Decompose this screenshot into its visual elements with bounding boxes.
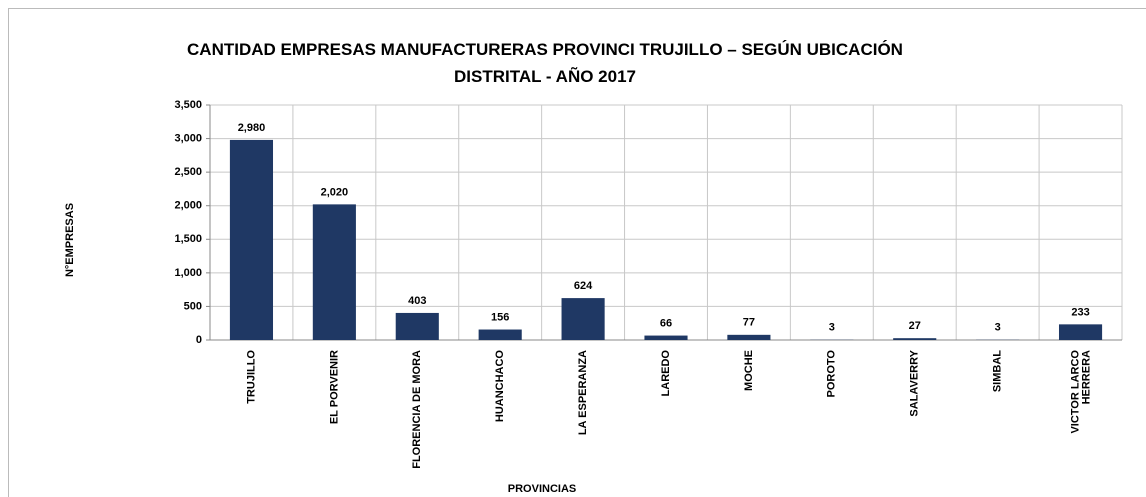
data-label: 403 [408, 295, 426, 307]
x-tick-label: TRUJILLO [245, 350, 257, 404]
x-tick-label: EL PORVENIR [328, 350, 340, 424]
x-tick-label: LAREDO [660, 350, 672, 397]
data-label: 3 [829, 322, 835, 334]
y-tick-label: 0 [196, 334, 202, 346]
x-tick-label: HUANCHACO [494, 350, 506, 423]
bar [893, 338, 937, 340]
bar [1058, 324, 1103, 340]
data-label: 27 [909, 320, 921, 332]
bar [312, 204, 356, 340]
x-tick-label: VICTOR LARCOHERRERA [1069, 350, 1092, 434]
x-tick-label: MOCHE [743, 350, 755, 391]
x-axis-label: PROVINCIAS [508, 483, 576, 495]
data-label: 624 [574, 280, 593, 292]
x-tick-label: LA ESPERANZA [577, 350, 589, 435]
bar [395, 312, 439, 340]
y-tick-label: 2,000 [174, 200, 202, 212]
y-axis-label: N°EMPRESAS [64, 203, 76, 277]
y-tick-label: 500 [184, 300, 202, 312]
bar [229, 139, 274, 340]
y-tick-label: 1,000 [174, 267, 202, 279]
y-tick-label: 1,500 [174, 233, 202, 245]
data-label: 3 [995, 322, 1001, 334]
chart-title: CANTIDAD EMPRESAS MANUFACTURERAS PROVINC… [187, 40, 903, 86]
data-label: 156 [491, 311, 509, 323]
y-tick-label: 3,000 [174, 132, 202, 144]
data-label: 233 [1071, 306, 1089, 318]
bar [561, 298, 605, 340]
x-tick-label: FLORENCIA DE MORA [411, 350, 423, 469]
bar [478, 329, 522, 340]
data-label: 66 [660, 317, 672, 329]
x-tick-label: POROTO [826, 350, 838, 398]
y-tick-label: 2,500 [174, 166, 202, 178]
y-tick-label: 3,500 [174, 99, 202, 111]
chart-border [8, 8, 1146, 497]
bar [644, 335, 688, 340]
data-label: 77 [743, 317, 755, 329]
bar [727, 334, 771, 340]
x-tick-label: SIMBAL [992, 350, 1004, 392]
data-label: 2,020 [321, 186, 349, 198]
x-tick-label: SALAVERRY [909, 349, 921, 416]
data-label: 2,980 [238, 122, 266, 134]
